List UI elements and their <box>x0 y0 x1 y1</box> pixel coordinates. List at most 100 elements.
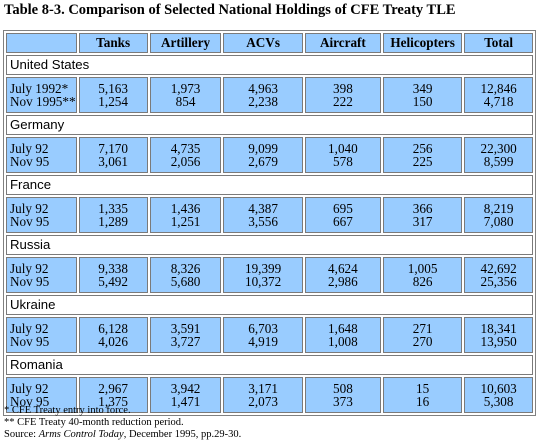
value-artillery: 1,973 <box>170 81 201 96</box>
value-helicopters: 271 <box>412 321 433 336</box>
data-row-france: July 92 Nov 95 1,335 1,289 1,436 1,251 4,387 3,… <box>6 197 533 233</box>
value-total: 13,950 <box>480 334 517 349</box>
value-aircraft: 578 <box>333 154 353 169</box>
value-artillery: 3,727 <box>170 334 201 349</box>
value-acvs: 4,963 <box>248 81 278 96</box>
value-artillery: 3,591 <box>170 321 201 336</box>
footnote-entry-into-force: * CFE Treaty entry into force. <box>4 405 131 416</box>
country-row-united-states: United States <box>6 55 533 75</box>
data-row-united-states: July 1992* Nov 1995** 5,163 1,254 1,973 854 4,… <box>6 77 533 113</box>
value-tanks: 3,061 <box>98 154 128 169</box>
col-header-acvs: ACVs <box>223 33 303 53</box>
value-artillery: 2,056 <box>170 154 201 169</box>
value-aircraft: 1,648 <box>328 321 358 336</box>
value-total: 42,692 <box>480 261 517 276</box>
col-header-artillery: Artillery <box>149 33 222 53</box>
date-label: Nov 95 <box>10 394 50 409</box>
value-artillery: 1,436 <box>170 201 201 216</box>
cfe-holdings-table: Tanks Artillery ACVs Aircraft Helicopter… <box>3 30 536 416</box>
country-name: France <box>6 175 533 195</box>
cell-artillery: 3,591 3,727 <box>149 317 222 353</box>
value-total: 8,219 <box>483 201 514 216</box>
value-aircraft: 695 <box>333 201 353 216</box>
date-labels: July 92 Nov 95 <box>6 317 77 353</box>
source-details: , December 1995, pp.29-30. <box>123 429 242 440</box>
date-label: Nov 95 <box>10 154 50 169</box>
value-artillery: 8,326 <box>170 261 201 276</box>
cell-artillery: 1,973 854 <box>149 77 222 113</box>
value-total: 18,341 <box>480 321 517 336</box>
value-acvs: 6,703 <box>248 321 278 336</box>
cell-aircraft: 1,648 1,008 <box>304 317 381 353</box>
cell-helicopters: 15 16 <box>382 377 463 413</box>
value-artillery: 3,942 <box>170 381 201 396</box>
value-aircraft: 2,986 <box>328 274 358 289</box>
date-label: Nov 95 <box>10 214 50 229</box>
value-tanks: 2,967 <box>98 381 128 396</box>
value-tanks: 5,163 <box>98 81 128 96</box>
cell-helicopters: 256 225 <box>382 137 463 173</box>
data-row-ukraine: July 92 Nov 95 6,128 4,026 3,591 3,727 6,703 4,… <box>6 317 533 353</box>
date-label: July 1992* <box>10 81 69 96</box>
date-labels: July 92 Nov 95 <box>6 197 77 233</box>
col-header-tanks: Tanks <box>78 33 148 53</box>
country-row-ukraine: Ukraine <box>6 295 533 315</box>
value-acvs: 2,073 <box>248 394 278 409</box>
value-acvs: 4,387 <box>248 201 278 216</box>
value-artillery: 5,680 <box>170 274 201 289</box>
cell-tanks: 9,338 5,492 <box>78 257 148 293</box>
date-labels: July 92 Nov 95 <box>6 377 77 413</box>
date-labels: July 1992* Nov 1995** <box>6 77 77 113</box>
cell-aircraft: 1,040 578 <box>304 137 381 173</box>
value-aircraft: 508 <box>333 381 353 396</box>
source-prefix: Source: <box>4 429 39 440</box>
cell-total: 12,846 4,718 <box>464 77 533 113</box>
col-header-aircraft: Aircraft <box>304 33 381 53</box>
value-tanks: 1,335 <box>98 201 128 216</box>
country-row-france: France <box>6 175 533 195</box>
cell-acvs: 6,703 4,919 <box>223 317 303 353</box>
cell-tanks: 7,170 3,061 <box>78 137 148 173</box>
value-acvs: 2,238 <box>248 94 278 109</box>
cell-artillery: 3,942 1,471 <box>149 377 222 413</box>
value-tanks: 7,170 <box>98 141 128 156</box>
cell-total: 18,341 13,950 <box>464 317 533 353</box>
date-label: Nov 1995** <box>10 94 76 109</box>
value-helicopters: 16 <box>416 394 430 409</box>
value-helicopters: 150 <box>412 94 433 109</box>
value-tanks: 1,254 <box>98 94 128 109</box>
cell-aircraft: 695 667 <box>304 197 381 233</box>
value-helicopters: 270 <box>412 334 433 349</box>
header-row: Tanks Artillery ACVs Aircraft Helicopter… <box>6 33 533 53</box>
cell-acvs: 9,099 2,679 <box>223 137 303 173</box>
value-helicopters: 349 <box>412 81 433 96</box>
date-label: July 92 <box>10 201 49 216</box>
footnote-reduction-period: ** CFE Treaty 40-month reduction period. <box>4 417 184 428</box>
cell-acvs: 19,399 10,372 <box>223 257 303 293</box>
data-row-romania: July 92 Nov 95 2,967 1,375 3,942 1,471 3,171 2,… <box>6 377 533 413</box>
value-acvs: 3,556 <box>248 214 278 229</box>
cell-helicopters: 1,005 826 <box>382 257 463 293</box>
date-label: July 92 <box>10 261 49 276</box>
country-name: United States <box>6 55 533 75</box>
value-total: 22,300 <box>480 141 517 156</box>
date-label: July 92 <box>10 381 49 396</box>
cell-aircraft: 4,624 2,986 <box>304 257 381 293</box>
footnotes: * CFE Treaty entry into force. ** CFE Tr… <box>4 405 241 441</box>
value-total: 4,718 <box>483 94 514 109</box>
date-label: Nov 95 <box>10 334 50 349</box>
value-helicopters: 1,005 <box>407 261 438 276</box>
value-aircraft: 222 <box>333 94 353 109</box>
value-helicopters: 826 <box>412 274 433 289</box>
value-tanks: 5,492 <box>98 274 128 289</box>
cell-tanks: 6,128 4,026 <box>78 317 148 353</box>
cell-total: 22,300 8,599 <box>464 137 533 173</box>
data-row-germany: July 92 Nov 95 7,170 3,061 4,735 2,056 9,099 2,… <box>6 137 533 173</box>
cell-artillery: 1,436 1,251 <box>149 197 222 233</box>
data-row-russia: July 92 Nov 95 9,338 5,492 8,326 5,680 19,399 1… <box>6 257 533 293</box>
cell-acvs: 3,171 2,073 <box>223 377 303 413</box>
value-helicopters: 15 <box>416 381 430 396</box>
value-tanks: 6,128 <box>98 321 128 336</box>
value-artillery: 854 <box>175 94 196 109</box>
value-aircraft: 667 <box>333 214 353 229</box>
